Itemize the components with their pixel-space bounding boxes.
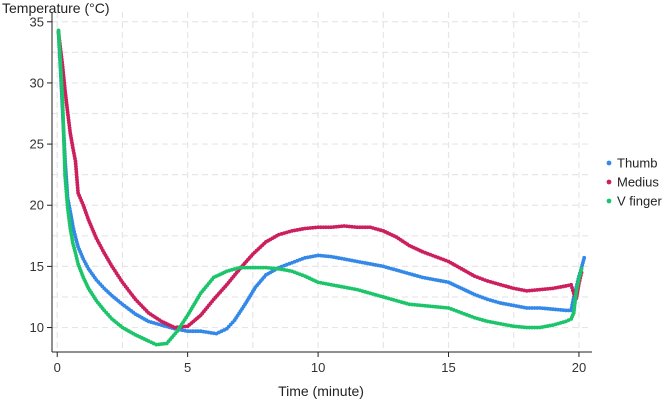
x-tick-label: 5 bbox=[184, 360, 191, 375]
data-point bbox=[316, 225, 320, 230]
data-point bbox=[360, 225, 365, 230]
data-point bbox=[357, 225, 362, 230]
data-point bbox=[569, 282, 574, 287]
data-point bbox=[250, 265, 255, 270]
data-point bbox=[355, 225, 360, 230]
data-point bbox=[193, 329, 198, 334]
y-tick-label: 25 bbox=[30, 137, 44, 152]
legend-item: Medius bbox=[606, 175, 659, 190]
grid bbox=[52, 12, 592, 352]
y-tick-label: 10 bbox=[30, 320, 44, 335]
data-point bbox=[530, 306, 534, 310]
data-point bbox=[363, 225, 367, 230]
data-point bbox=[318, 225, 323, 230]
data-point bbox=[324, 225, 328, 230]
data-point bbox=[237, 265, 242, 270]
data-point bbox=[527, 306, 532, 310]
data-point bbox=[256, 265, 260, 270]
legend: Thumb Medius V finger bbox=[606, 156, 662, 209]
y-axis-title: Temperature (°C) bbox=[2, 0, 110, 16]
data-points bbox=[56, 28, 587, 347]
axes: 0 5 10 15 20 10 15 20 25 30 35 bbox=[30, 12, 592, 375]
legend-marker bbox=[606, 160, 612, 166]
legend-label: V finger bbox=[617, 194, 662, 209]
legend-item: Thumb bbox=[606, 156, 657, 171]
x-tick-label: 0 bbox=[54, 360, 61, 375]
data-point bbox=[185, 329, 190, 334]
x-tick-label: 20 bbox=[572, 360, 586, 375]
data-point bbox=[532, 325, 537, 330]
legend-marker bbox=[606, 198, 612, 204]
data-point bbox=[566, 308, 571, 313]
data-point bbox=[253, 265, 258, 270]
y-tick-label: 30 bbox=[30, 75, 44, 90]
legend-label: Medius bbox=[617, 175, 659, 190]
data-point bbox=[570, 288, 575, 293]
data-point bbox=[535, 325, 540, 330]
data-point bbox=[240, 265, 245, 270]
data-point bbox=[535, 306, 540, 310]
data-point bbox=[530, 325, 534, 330]
data-point bbox=[245, 265, 250, 270]
series-medius bbox=[56, 30, 584, 330]
legend-marker bbox=[606, 179, 612, 185]
data-point bbox=[570, 285, 574, 290]
data-point bbox=[243, 265, 247, 270]
data-point bbox=[196, 329, 200, 334]
series-thumb bbox=[56, 29, 587, 336]
x-tick-label: 15 bbox=[441, 360, 455, 375]
data-point bbox=[258, 265, 263, 270]
y-tick-label: 20 bbox=[30, 198, 44, 213]
data-point bbox=[532, 306, 537, 310]
legend-label: Thumb bbox=[617, 156, 657, 171]
data-point bbox=[582, 255, 587, 260]
y-tick-label: 35 bbox=[30, 14, 44, 29]
data-point bbox=[579, 266, 584, 271]
data-point bbox=[190, 329, 195, 334]
data-point bbox=[564, 308, 568, 313]
data-point bbox=[188, 329, 193, 334]
x-axis-title: Time (minute) bbox=[278, 383, 364, 399]
legend-item: V finger bbox=[606, 194, 662, 209]
data-point bbox=[326, 225, 331, 230]
data-point bbox=[524, 325, 529, 330]
data-point bbox=[527, 325, 532, 330]
data-point bbox=[524, 306, 529, 310]
data-point bbox=[248, 265, 253, 270]
x-tick-label: 10 bbox=[311, 360, 325, 375]
series-v-finger bbox=[56, 28, 584, 347]
data-point bbox=[365, 225, 370, 230]
data-point bbox=[261, 265, 266, 270]
data-point bbox=[321, 225, 326, 230]
y-tick-label: 15 bbox=[30, 259, 44, 274]
